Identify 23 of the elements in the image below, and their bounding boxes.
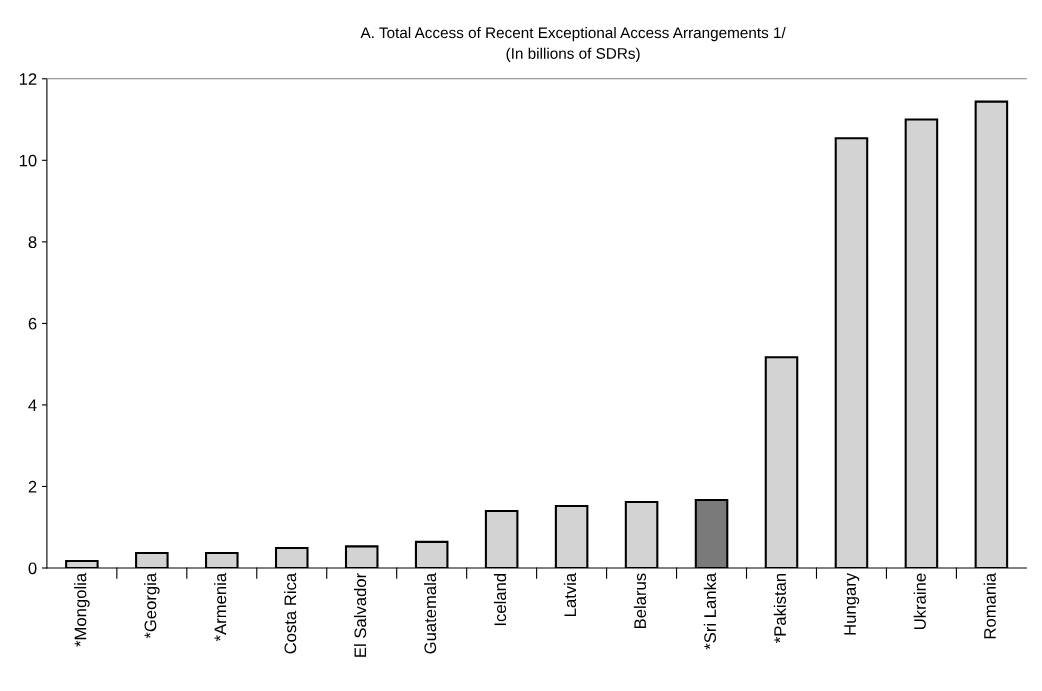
x-tick-label: *Georgia — [144, 572, 160, 639]
x-tick-label: *Sri Lanka — [703, 572, 717, 650]
x-tick-label: Costa Rica — [283, 572, 297, 654]
x-tick-label: *Armenia — [214, 572, 227, 642]
chart-subtitle: (In billions of SDRs) — [506, 47, 640, 62]
y-tick-label: 4 — [28, 399, 37, 411]
y-tick-label: 8 — [28, 236, 37, 249]
x-tick-label: Romania — [983, 572, 996, 639]
x-tick-label: Belarus — [633, 573, 647, 628]
x-tick-label: Guatemala — [423, 572, 437, 654]
y-tick-label: 0 — [28, 562, 37, 575]
x-tick-label: El Salvador — [353, 573, 367, 657]
x-tick-label: *Mongolia — [74, 572, 90, 647]
x-tick-label: *Pakistan — [773, 573, 786, 643]
x-tick-label: Ukraine — [913, 573, 926, 629]
y-tick-label: 6 — [28, 317, 37, 330]
x-tick-label: Latvia — [563, 572, 577, 616]
x-tick-label: Iceland — [493, 573, 507, 626]
x-tick-label: Hungary — [844, 572, 860, 635]
chart-title: A. Total Access of Recent Exceptional Access Arrangements 1/ — [360, 26, 786, 42]
y-tick-label: 10 — [19, 154, 37, 167]
y-tick-label: 12 — [19, 73, 37, 85]
y-tick-label: 2 — [28, 480, 37, 493]
